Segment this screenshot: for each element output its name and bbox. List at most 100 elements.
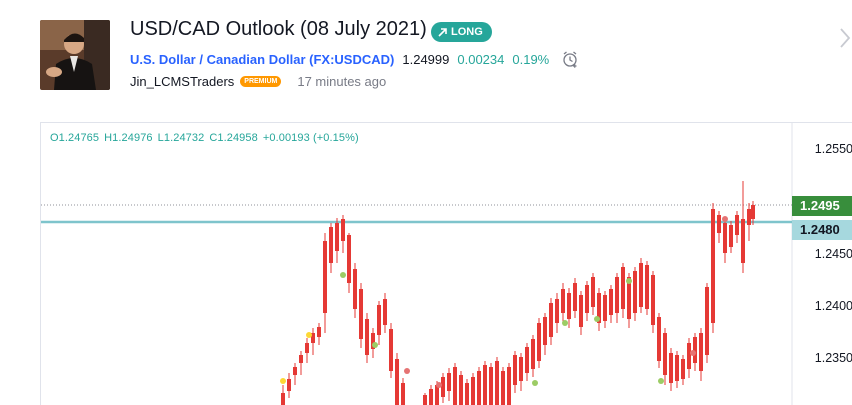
arrow-up-right-icon bbox=[438, 27, 447, 37]
candle-body bbox=[741, 219, 745, 263]
symbol-price: 1.24999 bbox=[402, 51, 450, 67]
candle-body bbox=[711, 209, 715, 323]
candle-body bbox=[735, 215, 739, 235]
price-axis-tick: 1.2550 bbox=[814, 142, 852, 156]
price-axis-tick: 1.2350 bbox=[814, 351, 852, 365]
candle-body bbox=[621, 267, 625, 309]
candle-body bbox=[717, 215, 721, 233]
candle-body bbox=[747, 209, 751, 225]
candle-body bbox=[537, 323, 541, 361]
candle-body bbox=[699, 333, 703, 371]
candle-body bbox=[459, 375, 463, 405]
ohlc-low: L1.24732 bbox=[157, 132, 205, 144]
candle-body bbox=[441, 377, 445, 397]
symbol-change: 0.00234 bbox=[457, 51, 505, 67]
candle-body bbox=[341, 219, 345, 241]
candle-body bbox=[311, 333, 315, 343]
candle-body bbox=[435, 385, 439, 405]
candle-body bbox=[317, 327, 321, 337]
candle-body bbox=[489, 367, 493, 405]
candle-body bbox=[603, 295, 607, 321]
candle-body bbox=[585, 285, 589, 313]
candle-body bbox=[353, 269, 357, 309]
ohlc-legend: O1.24765 H1.24976 L1.24732 C1.24958 +0.00193… bbox=[50, 132, 364, 144]
candle-body bbox=[651, 275, 655, 325]
signal-marker bbox=[372, 342, 378, 348]
published-time: 17 minutes ago bbox=[297, 74, 387, 89]
idea-header: USD/CAD Outlook (08 July 2021) LONG U.S.… bbox=[0, 0, 852, 120]
candle-body bbox=[633, 271, 637, 313]
candle-body bbox=[371, 333, 375, 349]
ohlc-high: H1.24976 bbox=[104, 132, 153, 144]
candle-body bbox=[645, 265, 649, 309]
candle-body bbox=[323, 241, 327, 313]
candle-body bbox=[675, 355, 679, 381]
candle-body bbox=[567, 293, 571, 319]
signal-marker bbox=[340, 272, 346, 278]
candle-body bbox=[281, 393, 285, 405]
candle-body bbox=[705, 287, 709, 355]
signal-marker bbox=[562, 320, 568, 326]
candle-body bbox=[627, 277, 631, 319]
ohlc-open: O1.24765 bbox=[50, 132, 100, 144]
candles-group bbox=[281, 181, 755, 405]
candle-body bbox=[549, 303, 553, 337]
candle-body bbox=[519, 357, 523, 381]
idea-title: USD/CAD Outlook (08 July 2021) bbox=[130, 18, 427, 40]
candle-body bbox=[501, 371, 505, 405]
signal-marker bbox=[436, 382, 442, 388]
symbol-link[interactable]: U.S. Dollar / Canadian Dollar (FX:USDCAD… bbox=[130, 51, 395, 67]
candle-body bbox=[453, 367, 457, 405]
chart-area[interactable]: O1.24765 H1.24976 L1.24732 C1.24958 +0.00193… bbox=[40, 122, 852, 405]
signal-marker bbox=[722, 216, 728, 222]
signal-markers-group bbox=[280, 216, 728, 388]
candle-body bbox=[495, 361, 499, 405]
candle-body bbox=[507, 367, 511, 405]
signal-marker bbox=[404, 368, 410, 374]
long-badge: LONG bbox=[431, 22, 492, 42]
symbol-change-pct: 0.19% bbox=[512, 51, 550, 67]
candle-body bbox=[423, 395, 427, 405]
candle-body bbox=[477, 371, 481, 405]
candle-body bbox=[447, 373, 451, 391]
candle-body bbox=[693, 337, 697, 363]
candle-body bbox=[401, 383, 405, 405]
candle-body bbox=[329, 227, 333, 263]
candle-body bbox=[287, 379, 291, 391]
candle-body bbox=[347, 235, 351, 283]
candle-body bbox=[591, 277, 595, 307]
candle-body bbox=[377, 305, 381, 335]
candle-body bbox=[579, 295, 583, 327]
candle-body bbox=[513, 355, 517, 385]
candle-body bbox=[723, 223, 727, 253]
candle-body bbox=[525, 347, 529, 373]
price-chart[interactable] bbox=[41, 123, 852, 405]
candle-body bbox=[471, 377, 475, 405]
candle-body bbox=[293, 367, 297, 375]
signal-marker bbox=[658, 378, 664, 384]
candle-body bbox=[669, 353, 673, 383]
candle-body bbox=[429, 389, 433, 405]
candle-body bbox=[597, 293, 601, 323]
badge-label: LONG bbox=[451, 26, 483, 38]
candle-body bbox=[609, 289, 613, 315]
candle-body bbox=[657, 317, 661, 361]
price-axis-tick: 1.2400 bbox=[814, 299, 852, 313]
chevron-right-icon[interactable] bbox=[838, 26, 852, 50]
signal-marker bbox=[306, 332, 312, 338]
candle-body bbox=[365, 319, 369, 355]
candle-body bbox=[615, 277, 619, 313]
signal-marker bbox=[626, 278, 632, 284]
symbol-row: U.S. Dollar / Canadian Dollar (FX:USDCAD… bbox=[130, 50, 579, 68]
candle-body bbox=[483, 365, 487, 405]
candle-body bbox=[531, 339, 535, 369]
author-avatar[interactable] bbox=[40, 20, 110, 90]
candle-body bbox=[639, 263, 643, 307]
candle-body bbox=[305, 343, 309, 353]
candle-body bbox=[299, 355, 303, 363]
candle-body bbox=[465, 383, 469, 405]
alarm-clock-icon[interactable] bbox=[561, 50, 579, 68]
last-price-tag: 1.2495 bbox=[792, 196, 852, 216]
author-name[interactable]: Jin_LCMSTraders bbox=[130, 74, 235, 89]
signal-marker bbox=[690, 350, 696, 356]
